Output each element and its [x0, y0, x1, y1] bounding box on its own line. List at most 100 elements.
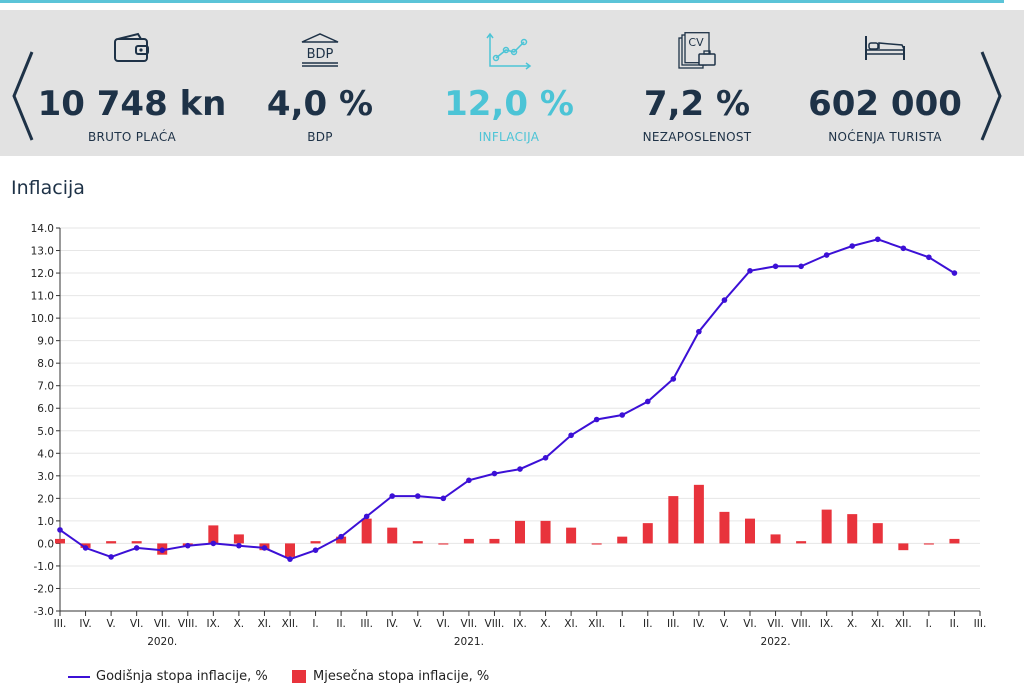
x-tick-label: X. [847, 618, 858, 630]
x-tick-label: VIII. [791, 618, 811, 630]
annual-point [414, 493, 421, 499]
annual-point [338, 533, 344, 540]
monthly-bar [233, 534, 244, 544]
annual-point [491, 470, 498, 477]
cv-icon-text: CV [688, 36, 704, 49]
monthly-bar [796, 541, 807, 544]
x-tick-label: V. [720, 618, 729, 630]
x-tick-label: III. [974, 618, 987, 630]
annual-point [542, 455, 549, 461]
annual-point [517, 466, 523, 472]
next-arrow-icon[interactable] [976, 48, 1006, 144]
monthly-bar [310, 541, 321, 544]
x-tick-label: IX. [820, 618, 834, 630]
monthly-bar [949, 538, 960, 544]
annual-point [108, 554, 114, 560]
kpi-label: INFLACIJA [478, 130, 540, 144]
y-tick-label: 11.0 [31, 291, 54, 303]
y-tick-label: 14.0 [31, 223, 54, 235]
x-tick-label: VII. [461, 618, 478, 630]
x-tick-label: IV. [79, 618, 91, 630]
annual-point [823, 252, 830, 258]
year-label: 2020. [147, 636, 177, 648]
bdp-bank-icon: BDP [215, 32, 425, 82]
legend-bar-swatch [292, 670, 306, 683]
monthly-bar [668, 496, 679, 544]
annual-point [287, 556, 293, 562]
x-tick-label: VII. [154, 618, 171, 630]
x-tick-label: I. [926, 618, 932, 630]
annual-point [593, 416, 600, 423]
kpi-nezaposlenost[interactable]: CV 7,2 % NEZAPOSLENOST [592, 32, 802, 144]
y-tick-label: 12.0 [31, 268, 54, 280]
x-tick-label: XI. [258, 618, 272, 630]
annual-point [670, 376, 677, 382]
annual-point [849, 243, 856, 249]
monthly-bar [591, 543, 602, 545]
x-tick-label: XII. [282, 618, 299, 630]
top-accent-line [0, 0, 1004, 3]
bed-icon [780, 32, 990, 82]
monthly-bar [693, 484, 704, 544]
monthly-bar [361, 518, 372, 544]
kpi-inflacija[interactable]: 12,0 % INFLACIJA [404, 32, 614, 144]
annual-point [568, 432, 574, 439]
annual-point [900, 245, 907, 252]
kpi-label: BDP [307, 130, 333, 144]
x-tick-label: III. [667, 618, 680, 630]
x-tick-label: X. [540, 618, 551, 630]
monthly-bar [642, 523, 653, 544]
kpi-label: BRUTO PLAĆA [87, 130, 177, 144]
y-tick-label: -1.0 [34, 561, 55, 573]
x-tick-label: VI. [743, 618, 757, 630]
prev-arrow-icon[interactable] [8, 48, 38, 144]
x-tick-label: XII. [895, 618, 912, 630]
annual-point [57, 527, 63, 533]
kpi-bdp[interactable]: BDP 4,0 % BDP [215, 32, 425, 144]
kpi-bruto-placa[interactable]: 10 748 kn BRUTO PLAĆA [27, 32, 237, 144]
legend-item-annual[interactable]: Godišnja stopa inflacije, % [68, 669, 268, 684]
y-tick-label: 2.0 [37, 493, 54, 505]
legend-label: Mjesečna stopa inflacije, % [313, 669, 490, 684]
y-tick-label: 10.0 [31, 313, 54, 325]
kpi-value: 10 748 kn [37, 84, 227, 124]
wallet-icon [27, 32, 237, 82]
kpi-carousel: 10 748 kn BRUTO PLAĆA BDP 4,0 % BDP [0, 10, 1024, 156]
monthly-bar [387, 527, 398, 544]
chart-title: Inflacija [11, 177, 85, 199]
monthly-bar [719, 511, 730, 544]
annual-point [696, 328, 702, 335]
monthly-bar [923, 543, 934, 545]
monthly-bar [872, 523, 883, 544]
kpi-label: NOĆENJA TURISTA [828, 130, 942, 144]
x-tick-label: IV. [693, 618, 705, 630]
x-tick-label: V. [413, 618, 422, 630]
annual-point [363, 513, 370, 520]
monthly-bar [412, 541, 423, 544]
annual-point [466, 477, 472, 484]
annual-point [133, 545, 140, 551]
annual-point [159, 547, 166, 553]
monthly-bar [106, 541, 117, 544]
y-tick-label: -3.0 [34, 606, 55, 618]
y-tick-label: 6.0 [37, 403, 54, 415]
monthly-bar [285, 543, 295, 557]
legend-label: Godišnja stopa inflacije, % [96, 669, 268, 684]
kpi-value: 12,0 % [444, 84, 574, 124]
x-tick-label: X. [234, 618, 245, 630]
monthly-bar [770, 534, 781, 544]
x-tick-label: I. [312, 618, 318, 630]
legend-item-monthly[interactable]: Mjesečna stopa inflacije, % [292, 669, 489, 684]
trend-chart-icon [404, 32, 614, 82]
monthly-bar [208, 525, 219, 544]
monthly-bar [131, 541, 142, 544]
x-tick-label: II. [643, 618, 653, 630]
monthly-bar [566, 527, 577, 544]
monthly-bar [55, 538, 65, 544]
x-tick-label: IX. [513, 618, 527, 630]
monthly-bar [745, 518, 755, 544]
annual-point [772, 263, 779, 270]
monthly-bar [898, 543, 909, 551]
kpi-nocenja-turista[interactable]: 602 000 NOĆENJA TURISTA [780, 32, 990, 144]
annual-point [747, 268, 753, 274]
